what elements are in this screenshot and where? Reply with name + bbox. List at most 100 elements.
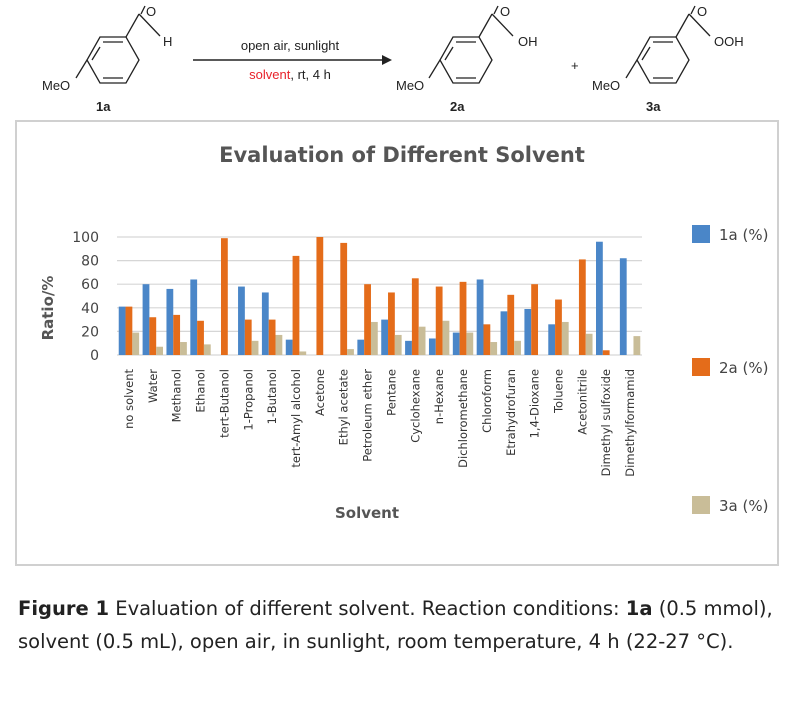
x-tick-label: Dimethylformamid (623, 369, 637, 477)
figure-label: Figure 1 (18, 597, 110, 620)
product-2a-meo: MeO (396, 78, 424, 93)
bar (459, 281, 467, 355)
caption-compound: 1a (625, 597, 653, 620)
y-tick-label: 60 (81, 277, 99, 293)
bar (244, 319, 252, 355)
reactant-label: 1a (96, 99, 111, 114)
bar (316, 237, 324, 355)
product-2a-structure (428, 5, 514, 84)
bar (602, 350, 610, 355)
y-ticks: 0 20 40 60 80 100 (72, 230, 99, 364)
bar (261, 292, 269, 355)
x-tick-label: Water (146, 369, 160, 403)
bar (285, 339, 293, 355)
x-tick-labels: no solvent Water Methanol Ethanol tert-Butan… (122, 369, 637, 477)
x-tick-label: Petroleum ether (361, 369, 375, 462)
plus-sign: + (571, 58, 579, 73)
bar (411, 278, 419, 355)
y-tick-label: 100 (72, 230, 99, 246)
x-tick-label: Ethanol (194, 369, 208, 413)
bar (555, 299, 562, 355)
legend-label: 2a (%) (719, 359, 768, 377)
legend-label: 3a (%) (719, 497, 768, 515)
x-tick-label: Acetone (313, 369, 327, 416)
bar (405, 340, 412, 355)
bar (548, 324, 556, 355)
arrow-conditions-top: open air, sunlight (241, 38, 340, 53)
reactant-meo: MeO (42, 78, 70, 93)
x-tick-label: Etrahydrofuran (504, 369, 518, 456)
bar (340, 242, 348, 355)
reaction-arrow-head (382, 55, 392, 65)
bar (596, 241, 603, 355)
bar (190, 279, 198, 355)
reactant-carbonyl-o: O (146, 4, 156, 19)
x-tick-label: no solvent (122, 369, 136, 429)
product-3a-carbonyl-o: O (697, 4, 707, 19)
x-tick-label: Toluene (551, 369, 565, 414)
bar (483, 324, 491, 355)
bar (428, 338, 436, 355)
bar (238, 286, 245, 355)
bar (203, 344, 211, 355)
x-tick-label: 1-Propanol (241, 369, 255, 431)
legend-swatch (692, 225, 710, 243)
bar (507, 294, 515, 355)
x-axis-label: Solvent (335, 504, 399, 522)
bar (197, 320, 204, 355)
bar (490, 342, 498, 355)
chart-title: Evaluation of Different Solvent (219, 143, 585, 167)
reactant-structure (75, 5, 161, 84)
legend: 1a (%) 2a (%) 3a (%) (692, 225, 768, 515)
x-tick-label: 1-Butanol (265, 369, 279, 424)
bar (531, 284, 539, 355)
arrow-conditions-bottom: solvent, rt, 4 h (249, 67, 331, 82)
caption-text-a: Evaluation of different solvent. Reactio… (109, 597, 626, 620)
product-3a-meo: MeO (592, 78, 620, 93)
bar (561, 321, 569, 355)
bar (142, 284, 150, 355)
y-tick-label: 0 (90, 348, 99, 364)
bar (500, 311, 508, 355)
product-2a-carbonyl-o: O (500, 4, 510, 19)
conditions-rest: , rt, 4 h (290, 67, 330, 82)
bar (466, 332, 474, 355)
bars (118, 237, 641, 355)
x-tick-label: tert-Amyl alcohol (289, 369, 303, 468)
reaction-scheme: O H MeO 1a open air, sunlight solvent, r… (42, 4, 744, 114)
chart-frame: Evaluation of Different Solvent Ratio/% … (15, 120, 779, 566)
figure-caption: Figure 1 Evaluation of different solvent… (18, 592, 783, 658)
bar (132, 332, 140, 355)
solvent-word: solvent (249, 67, 291, 82)
bar (476, 279, 484, 355)
product-2a-oh: OH (518, 34, 538, 49)
bar (452, 332, 460, 355)
bar (156, 346, 163, 355)
bar (418, 326, 426, 355)
bar (442, 320, 450, 355)
product-3a-ooh: OOH (714, 34, 744, 49)
bar (292, 255, 300, 355)
product-2a-label: 2a (450, 99, 465, 114)
x-tick-label: Dimethyl sulfoxide (599, 369, 613, 476)
bar (514, 340, 521, 355)
x-tick-label: Chloroform (480, 369, 494, 433)
product-3a-structure (625, 5, 711, 84)
reactant-h: H (163, 34, 172, 49)
bar (364, 284, 371, 355)
bar (585, 333, 593, 355)
bar (220, 238, 228, 355)
bar (251, 340, 259, 355)
legend-label: 1a (%) (719, 226, 768, 244)
bar (370, 321, 378, 355)
bar (619, 258, 627, 355)
bar (347, 349, 354, 355)
bar (275, 334, 283, 355)
legend-swatch (692, 496, 710, 514)
y-tick-label: 20 (81, 324, 99, 340)
bar (435, 286, 443, 355)
bar (180, 342, 187, 355)
bar (394, 334, 402, 355)
caption-text-b: (0.5 mmol), solvent (0.5 mL), open air, … (18, 597, 773, 653)
x-tick-label: Acetonitrile (575, 369, 589, 435)
